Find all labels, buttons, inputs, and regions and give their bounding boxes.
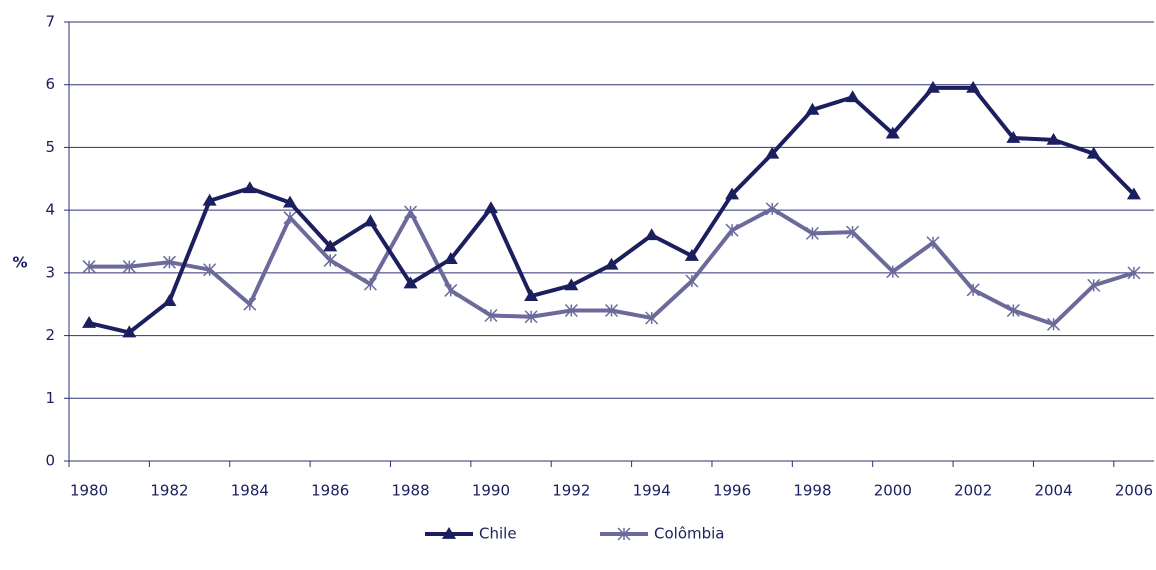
x-tick-label: 1994 xyxy=(633,482,671,500)
marker xyxy=(283,211,297,225)
marker xyxy=(82,316,97,328)
y-axis-label: % xyxy=(12,254,27,272)
marker xyxy=(926,236,940,250)
marker xyxy=(524,310,538,324)
x-tick-label: 1982 xyxy=(150,482,188,500)
marker xyxy=(202,193,217,206)
marker xyxy=(564,278,579,291)
marker xyxy=(966,80,981,93)
marker xyxy=(765,146,780,159)
marker xyxy=(524,289,539,301)
marker xyxy=(363,277,377,291)
y-tick-label: 2 xyxy=(45,326,55,344)
y-tick-label: 5 xyxy=(45,138,55,156)
x-tick-label: 1992 xyxy=(552,482,590,500)
marker xyxy=(242,181,257,194)
marker xyxy=(1126,187,1141,200)
marker xyxy=(604,303,619,318)
marker xyxy=(484,308,498,323)
marker xyxy=(805,102,820,115)
series xyxy=(82,80,1141,338)
marker xyxy=(1006,131,1021,143)
marker xyxy=(845,90,860,103)
marker xyxy=(564,303,578,318)
marker xyxy=(725,187,740,200)
series xyxy=(82,202,1141,331)
x-tick-label: 1986 xyxy=(311,482,349,500)
marker xyxy=(442,527,456,539)
x-tick-label: 2000 xyxy=(874,482,912,500)
x-tick-label: 1990 xyxy=(472,482,510,500)
y-tick-label: 7 xyxy=(45,13,55,31)
marker xyxy=(1006,303,1020,318)
marker xyxy=(162,255,176,269)
x-tick-label: 1996 xyxy=(713,482,751,500)
marker xyxy=(685,274,699,288)
x-tick-label: 2006 xyxy=(1115,482,1153,500)
marker xyxy=(886,265,900,279)
legend-label: Colômbia xyxy=(654,525,725,543)
marker xyxy=(403,276,418,289)
x-tick-label: 1984 xyxy=(231,482,269,500)
marker xyxy=(644,228,659,241)
marker xyxy=(1046,132,1061,145)
marker xyxy=(122,325,137,338)
marker xyxy=(1047,317,1061,331)
marker xyxy=(645,311,659,325)
marker xyxy=(1086,146,1101,159)
marker xyxy=(443,252,458,264)
marker xyxy=(617,527,631,541)
marker xyxy=(283,195,298,208)
marker xyxy=(82,260,96,274)
y-tick-label: 0 xyxy=(45,452,55,470)
marker xyxy=(323,253,337,267)
marker xyxy=(483,201,498,214)
marker xyxy=(243,297,257,311)
legend-label: Chile xyxy=(479,525,517,543)
marker xyxy=(925,80,940,93)
marker xyxy=(323,239,338,252)
marker xyxy=(885,126,900,139)
marker xyxy=(805,226,819,240)
x-tick-label: 1998 xyxy=(793,482,831,500)
marker xyxy=(122,260,136,274)
marker xyxy=(1087,278,1101,292)
y-tick-label: 6 xyxy=(45,75,55,93)
marker xyxy=(1127,266,1141,280)
marker xyxy=(444,283,458,297)
y-tick-label: 3 xyxy=(45,263,55,281)
marker xyxy=(966,283,980,297)
x-tick-label: 1988 xyxy=(391,482,429,500)
marker xyxy=(684,248,699,261)
marker xyxy=(846,225,860,239)
marker xyxy=(404,205,418,219)
y-tick-label: 4 xyxy=(45,201,55,219)
x-tick-label: 1980 xyxy=(70,482,108,500)
marker xyxy=(363,214,378,227)
x-tick-label: 2004 xyxy=(1034,482,1072,500)
marker xyxy=(162,294,177,306)
marker xyxy=(725,223,739,237)
marker xyxy=(203,263,217,277)
marker xyxy=(604,257,619,270)
marker xyxy=(765,202,779,216)
x-tick-label: 2002 xyxy=(954,482,992,500)
y-tick-label: 1 xyxy=(45,389,55,407)
